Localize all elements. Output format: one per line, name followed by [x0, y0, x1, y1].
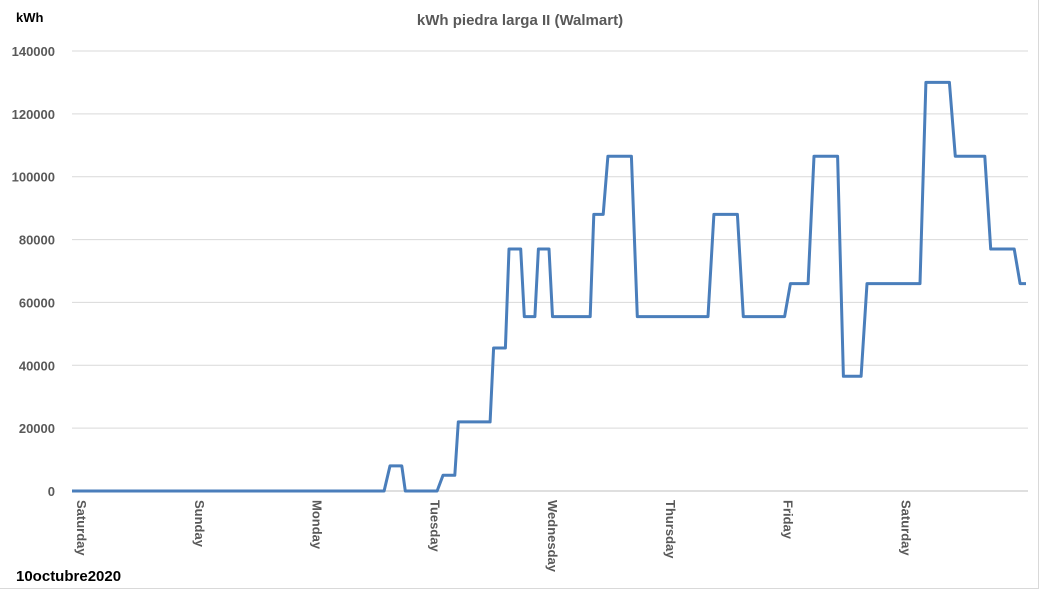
y-tick-label: 120000: [12, 107, 55, 122]
y-tick-label: 140000: [12, 44, 55, 59]
y-tick-label: 40000: [19, 358, 55, 373]
x-tick-label: Friday: [781, 500, 796, 540]
y-tick-label: 20000: [19, 421, 55, 436]
series-line: [72, 80, 1026, 493]
gridlines: [72, 50, 1028, 492]
x-tick-label: Wednesday: [545, 500, 560, 573]
x-tick-labels: Saturday Sunday Monday Tuesday Wednesday Thur…: [74, 500, 913, 573]
chart-title: kWh piedra larga II (Walmart): [416, 12, 624, 29]
x-tick-label: Thursday: [663, 500, 678, 559]
y-tick-label: 60000: [19, 295, 55, 310]
y-axis-label: kWh: [16, 10, 44, 25]
data-lines: [72, 80, 1026, 493]
y-tick-labels: 0 20000 40000 60000 80000 100000 120000 140000: [12, 44, 55, 499]
x-tick-label: Saturday: [74, 500, 89, 556]
x-tick-label: Sunday: [192, 500, 207, 548]
y-tick-label: 100000: [12, 170, 55, 185]
x-tick-label: Saturday: [898, 500, 913, 556]
y-tick-label: 0: [48, 484, 55, 499]
date-footnote: 10octubre2020: [16, 568, 122, 585]
x-tick-label: Monday: [310, 500, 325, 550]
x-tick-label: Tuesday: [427, 500, 442, 553]
y-tick-label: 80000: [19, 233, 55, 248]
